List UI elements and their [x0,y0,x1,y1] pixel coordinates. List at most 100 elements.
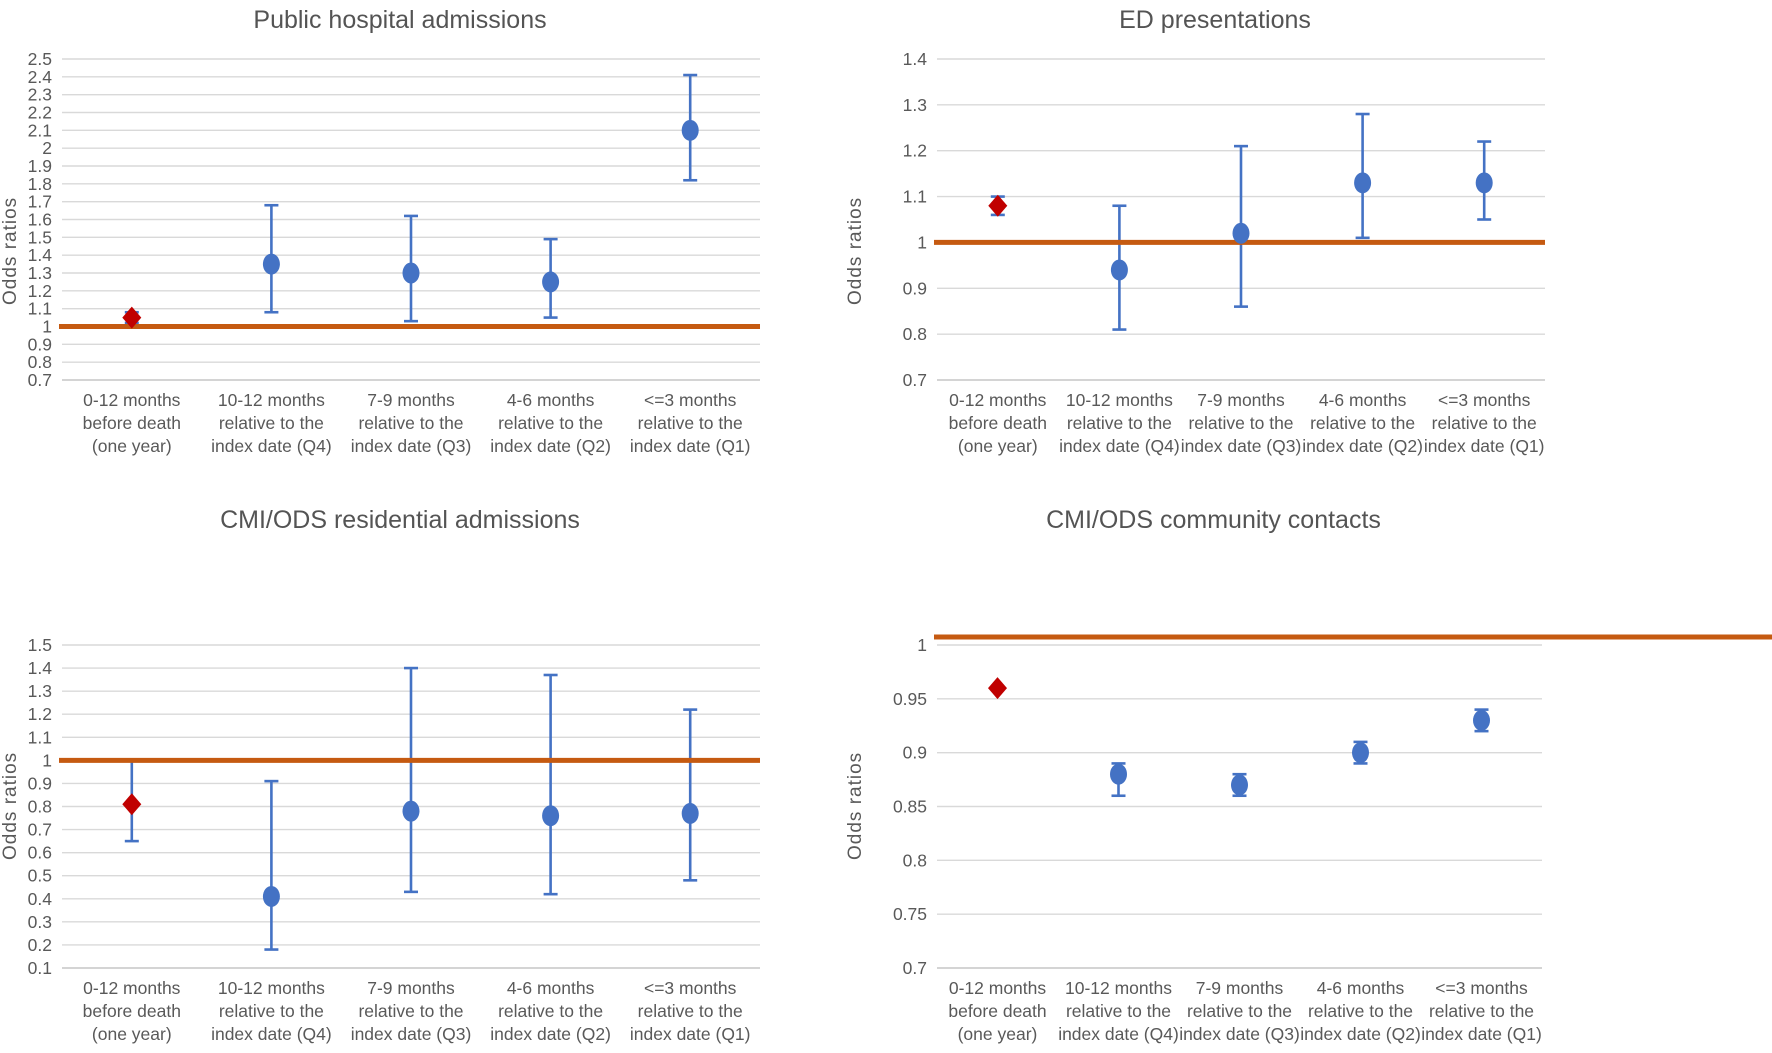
plot-svg: 1 0.95 0.9 0.85 0.8 0.75 0.7 0-12 months before … [893,634,1772,1044]
y-tick-label: 1.5 [28,227,52,247]
chart-ed-presentations: ED presentations Odds ratios 1.4 1.3 1.2 1.… [845,2,1765,457]
x-category-label: 0-12 months [83,390,181,410]
x-category-label: 7-9 months [1197,390,1285,410]
x-category-label: relative to the [638,1001,743,1021]
y-tick-label: 1.3 [28,263,52,283]
y-tick-label: 0.7 [903,958,927,978]
data-marker-circle [402,262,420,284]
x-category-label: relative to the [498,1001,603,1021]
y-tick-label: 0.8 [28,352,52,372]
x-category-label: <=3 months [1438,390,1531,410]
y-tick-label: 1.2 [28,704,52,724]
x-category-label: relative to the [1066,1001,1171,1021]
x-category-label: index date (Q4) [211,1024,332,1044]
x-category-label: relative to the [1188,413,1293,433]
x-category-label: index date (Q1) [1424,436,1545,456]
data-marker-circle [1110,763,1127,785]
y-tick-label: 2.3 [28,85,52,105]
x-category-label: index date (Q2) [1300,1024,1421,1044]
data-marker-circle [1354,172,1372,194]
data-marker-diamond [122,306,142,329]
plot-svg: 2.52.42.32.22.121.91.81.71.61.51.41.31.2… [28,49,760,456]
y-tick-label: 1 [917,232,927,252]
x-category-label: relative to the [1187,1001,1292,1021]
x-category-label: 10-12 months [1066,390,1173,410]
x-category-label: (one year) [958,436,1038,456]
chart-title: CMI/ODS residential admissions [220,506,580,534]
y-axis-title: Odds ratios [845,196,866,305]
y-tick-label: 0.7 [903,370,927,390]
x-category-label: index date (Q3) [351,1024,472,1044]
y-axis-title: Odds ratios [845,751,866,860]
x-category-label: before death [83,1001,181,1021]
y-tick-label: 1.1 [28,299,52,319]
x-category-label: index date (Q2) [490,436,611,456]
x-category-label: relative to the [1308,1001,1413,1021]
y-tick-label: 1.4 [28,658,53,678]
data-marker-diamond [122,793,142,816]
data-marker-circle [1110,259,1128,281]
y-axis-title: Odds ratios [0,196,21,305]
data-marker-circle [1231,774,1248,796]
data-marker-circle [1352,742,1369,764]
y-tick-label: 1.1 [28,727,52,747]
x-category-label: 4-6 months [1317,978,1405,998]
chart-title: CMI/ODS community contacts [1046,506,1381,534]
y-tick-label: 1.9 [28,156,52,176]
data-marker-diamond [988,194,1008,217]
x-category-label: index date (Q3) [1181,436,1302,456]
chart-title: Public hospital admissions [253,6,547,34]
x-category-label: (one year) [92,436,172,456]
data-marker-circle [1473,709,1490,731]
x-category-label: relative to the [219,413,324,433]
y-tick-label: 0.85 [893,797,927,817]
y-axis-title: Odds ratios [0,751,21,860]
y-tick-label: 0.7 [28,370,52,390]
data-marker-circle [542,271,560,293]
data-marker-circle [681,802,699,824]
y-tick-label: 0.1 [28,958,52,978]
y-tick-label: 1 [42,317,52,337]
chart-title: ED presentations [1119,6,1311,34]
y-tick-label: 0.5 [28,866,52,886]
x-category-label: relative to the [358,1001,463,1021]
x-category-label: 4-6 months [507,978,595,998]
y-tick-label: 0.8 [28,797,52,817]
y-tick-label: 1.6 [28,210,52,230]
x-category-label: relative to the [219,1001,324,1021]
y-tick-label: 1.1 [903,187,927,207]
x-category-label: index date (Q1) [630,1024,751,1044]
y-tick-label: 1.4 [903,49,928,69]
y-tick-label: 0.9 [903,743,927,763]
x-category-label: index date (Q2) [490,1024,611,1044]
x-category-label: index date (Q3) [1179,1024,1300,1044]
plot-area: 2.5 2.4 2.3 2.2 2.1 2 1.9 1.8 1.7 1.6 1.5 1.4 1.3 1.2… [26,44,806,457]
x-category-label: relative to the [1432,413,1537,433]
chart-public-hospital-admissions: Public hospital admissions Odds ratios 2… [0,2,806,457]
y-tick-label: 1.3 [903,95,927,115]
x-category-label: 4-6 months [507,390,595,410]
y-tick-label: 0.75 [893,904,927,924]
chart-cmi-ods-residential-admissions: CMI/ODS residential admissions Odds rati… [0,492,806,1053]
data-marker-circle [542,805,560,827]
data-marker-circle [1232,222,1250,244]
x-category-label: relative to the [1067,413,1172,433]
y-tick-label: 0.9 [28,334,52,354]
y-tick-label: 2.1 [28,120,52,140]
y-tick-label: 0.8 [903,850,927,870]
x-category-label: 10-12 months [218,390,325,410]
plot-svg: 1.5 1.4 1.3 1.2 1.1 1 0.9 0.8 0.7 0.6 0.5 0.4 0.3 0.2… [28,635,760,1044]
x-category-label: 7-9 months [367,978,455,998]
data-marker-circle [402,800,420,822]
data-marker-circle [262,253,280,275]
x-category-label: <=3 months [1435,978,1528,998]
y-tick-label: 0.6 [28,843,52,863]
y-tick-label: 1.5 [28,635,52,655]
plot-area: 1 0.95 0.9 0.85 0.8 0.75 0.7 0-12 months before … [875,558,1772,1053]
x-category-label: index date (Q1) [630,436,751,456]
x-category-label: index date (Q2) [1302,436,1423,456]
x-category-label: (one year) [958,1024,1038,1044]
data-marker-circle [262,885,280,907]
y-tick-label: 0.9 [903,278,927,298]
